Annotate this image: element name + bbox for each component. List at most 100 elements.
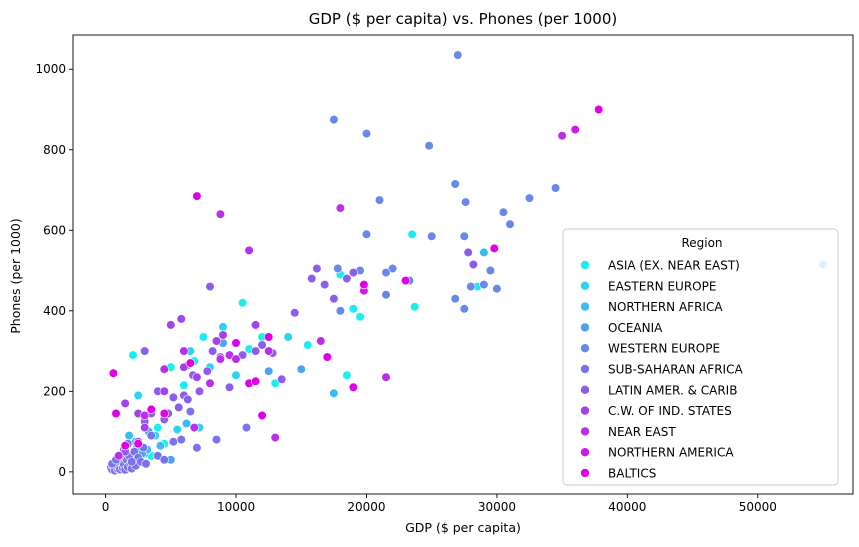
data-point bbox=[459, 231, 469, 241]
x-tick-label: 20000 bbox=[347, 500, 385, 514]
legend-label: WESTERN EUROPE bbox=[608, 342, 720, 356]
data-point bbox=[183, 394, 193, 405]
data-point bbox=[140, 423, 150, 433]
data-point bbox=[133, 390, 143, 401]
data-point bbox=[166, 320, 176, 330]
data-point bbox=[329, 294, 339, 304]
data-point bbox=[179, 346, 189, 356]
data-point bbox=[424, 141, 434, 151]
data-point bbox=[361, 129, 372, 139]
legend: Region ASIA (EX. NEAR EAST) EASTERN EUROP… bbox=[562, 228, 839, 486]
data-point bbox=[128, 350, 138, 360]
legend-marker bbox=[580, 405, 590, 416]
data-point bbox=[159, 408, 169, 419]
data-point bbox=[427, 231, 437, 241]
x-tick-label: 10000 bbox=[217, 500, 255, 514]
data-point bbox=[450, 179, 460, 189]
data-point bbox=[211, 435, 222, 445]
data-point bbox=[381, 372, 391, 382]
data-point bbox=[492, 284, 502, 294]
data-point bbox=[202, 366, 212, 376]
data-point bbox=[283, 332, 293, 342]
data-point bbox=[348, 304, 359, 314]
data-point bbox=[453, 50, 463, 60]
data-point bbox=[479, 247, 489, 257]
data-point bbox=[244, 245, 254, 255]
data-point bbox=[461, 197, 471, 207]
data-point bbox=[181, 418, 192, 429]
data-point bbox=[479, 280, 489, 290]
data-point bbox=[307, 274, 317, 284]
y-tick-label: 400 bbox=[43, 304, 66, 318]
data-point bbox=[381, 268, 391, 278]
data-point bbox=[505, 219, 515, 229]
data-point bbox=[124, 431, 134, 441]
data-point bbox=[524, 193, 535, 203]
data-point bbox=[463, 247, 473, 257]
data-point bbox=[194, 386, 205, 396]
data-point bbox=[231, 338, 241, 348]
data-point bbox=[466, 282, 476, 292]
data-point bbox=[140, 410, 150, 421]
data-point bbox=[185, 406, 195, 417]
data-point bbox=[251, 376, 261, 386]
data-point bbox=[355, 312, 365, 322]
data-point bbox=[192, 372, 202, 382]
data-point bbox=[120, 441, 130, 451]
legend-marker bbox=[580, 301, 590, 312]
x-tick-label: 0 bbox=[102, 500, 110, 514]
chart-title: GDP ($ per capita) vs. Phones (per 1000) bbox=[309, 10, 618, 28]
legend-marker bbox=[580, 280, 590, 291]
data-point bbox=[218, 322, 228, 332]
data-point bbox=[257, 340, 267, 350]
y-tick-label: 1000 bbox=[35, 62, 66, 76]
data-point bbox=[359, 280, 369, 290]
data-point bbox=[335, 306, 346, 316]
data-point bbox=[172, 425, 182, 435]
data-point bbox=[168, 392, 178, 403]
data-point bbox=[342, 370, 352, 380]
data-point bbox=[322, 352, 332, 362]
data-point bbox=[159, 386, 169, 396]
data-point bbox=[179, 362, 189, 372]
data-point bbox=[238, 298, 248, 308]
data-point bbox=[459, 304, 469, 314]
data-point bbox=[218, 330, 228, 340]
data-point bbox=[153, 423, 163, 433]
data-point bbox=[374, 195, 385, 205]
data-point bbox=[388, 263, 398, 274]
data-point bbox=[205, 378, 215, 388]
data-point bbox=[168, 437, 178, 447]
data-point bbox=[185, 358, 195, 368]
y-tick-label: 800 bbox=[43, 143, 66, 157]
data-point bbox=[557, 131, 567, 141]
legend-marker bbox=[580, 384, 590, 395]
legend-label: ASIA (EX. NEAR EAST) bbox=[608, 259, 740, 273]
legend-box bbox=[562, 228, 839, 486]
data-point bbox=[277, 374, 287, 384]
data-point bbox=[450, 294, 460, 304]
legend-label: BALTICS bbox=[608, 467, 656, 481]
data-point bbox=[290, 308, 300, 318]
data-point bbox=[127, 457, 137, 467]
data-point bbox=[348, 268, 359, 278]
data-point bbox=[303, 340, 313, 350]
data-point bbox=[114, 451, 124, 461]
data-point bbox=[468, 259, 479, 270]
data-point bbox=[120, 398, 130, 409]
legend-marker bbox=[580, 447, 590, 458]
data-point bbox=[361, 229, 372, 239]
y-axis-label: Phones (per 1000) bbox=[8, 218, 23, 334]
data-point bbox=[174, 402, 184, 413]
legend-marker bbox=[580, 343, 590, 354]
data-point bbox=[108, 368, 118, 378]
legend-marker bbox=[580, 468, 590, 478]
data-point bbox=[381, 290, 391, 300]
data-point bbox=[192, 443, 202, 453]
data-point bbox=[231, 370, 241, 380]
y-tick-label: 600 bbox=[43, 223, 66, 237]
data-point bbox=[192, 191, 202, 201]
legend-label: NEAR EAST bbox=[608, 425, 676, 439]
legend-items: ASIA (EX. NEAR EAST) EASTERN EUROPE NORTHE… bbox=[580, 259, 743, 481]
